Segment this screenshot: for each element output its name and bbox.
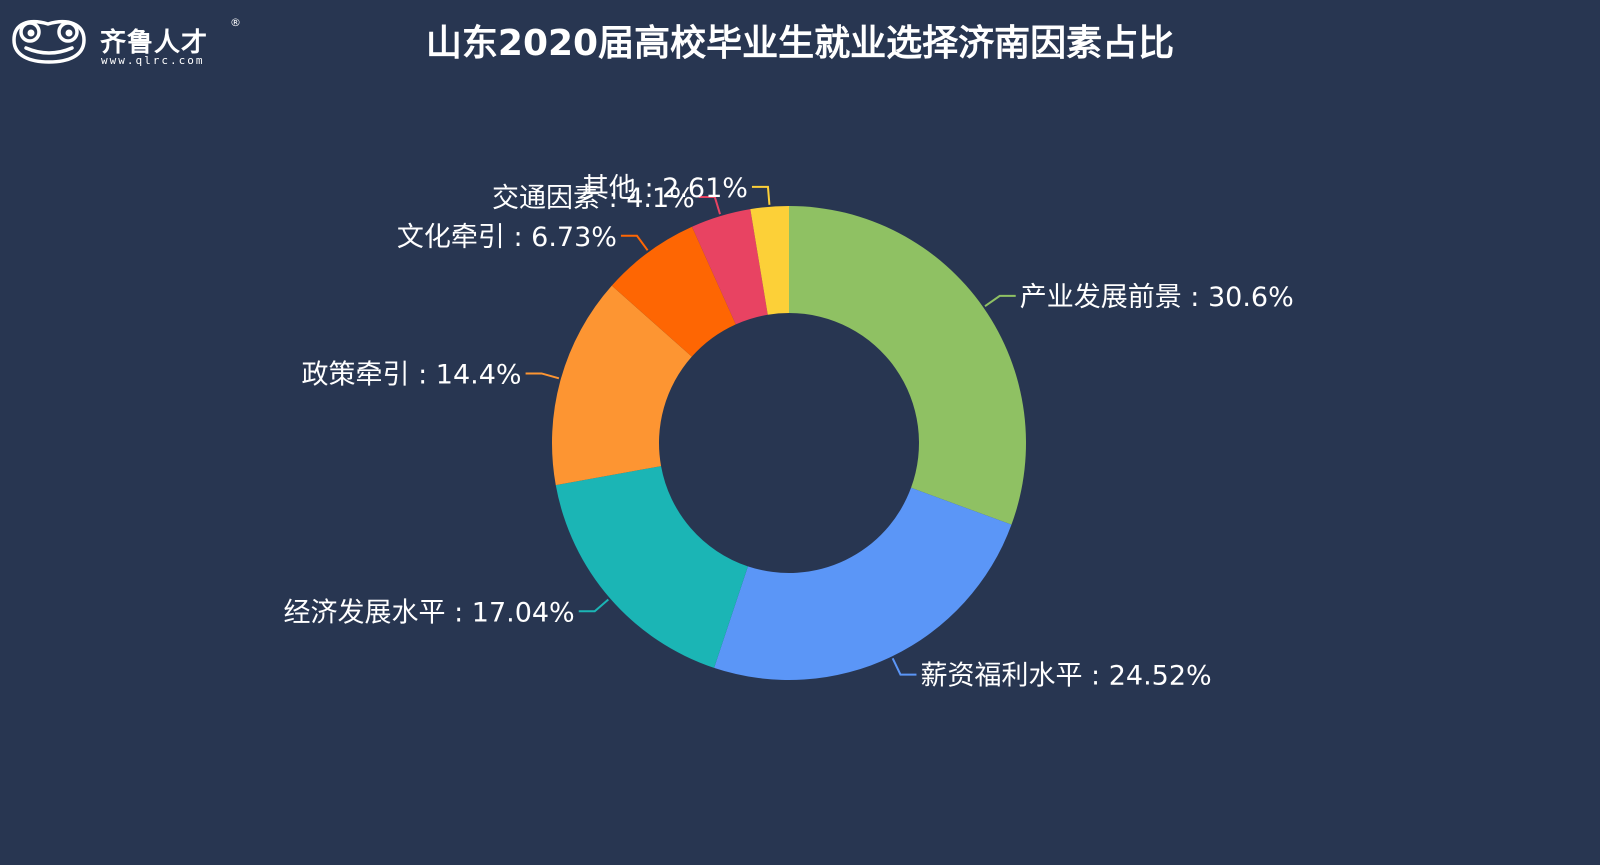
- slice-1: [789, 206, 1026, 525]
- data-label-7: 其他 : 2.61%: [582, 173, 748, 204]
- slice-3: [555, 466, 748, 668]
- slice-4: [552, 285, 692, 486]
- registered-mark: ®: [230, 16, 241, 29]
- data-label-6: 交通因素 : 4.1%: [492, 183, 695, 214]
- slice-5: [611, 226, 736, 357]
- logo: 齐鲁人才 ® www.qlrc.com: [8, 10, 248, 67]
- data-label-1: 产业发展前景 : 30.6%: [1020, 282, 1294, 313]
- leader-line-7: [751, 185, 771, 205]
- frog-logo-icon: [12, 19, 86, 64]
- leader-line-5: [620, 234, 649, 251]
- leader-line-3: [578, 598, 609, 613]
- data-label-5: 文化牵引 : 6.73%: [397, 222, 617, 253]
- data-label-4: 政策牵引 : 14.4%: [302, 359, 522, 390]
- leader-line-4: [525, 372, 560, 380]
- donut-labels: 产业发展前景 : 30.6% 薪资福利水平 : 24.52% 经济发展水平 : 17…: [284, 173, 1294, 692]
- slice-2: [714, 487, 1012, 680]
- slice-7: [750, 206, 789, 315]
- slice-6: [692, 209, 768, 325]
- data-label-2: 薪资福利水平 : 24.52%: [920, 661, 1211, 692]
- logo-name: 齐鲁人才: [100, 28, 209, 58]
- leader-line-2: [891, 657, 917, 676]
- leader-line-6: [698, 195, 721, 215]
- leader-line-1: [984, 294, 1016, 308]
- donut-slices: [552, 206, 1026, 680]
- logo-url: www.qlrc.com: [101, 54, 205, 67]
- chart-title: 山东2020届高校毕业生就业选择济南因素占比: [425, 23, 1175, 64]
- data-label-3: 经济发展水平 : 17.04%: [284, 597, 575, 628]
